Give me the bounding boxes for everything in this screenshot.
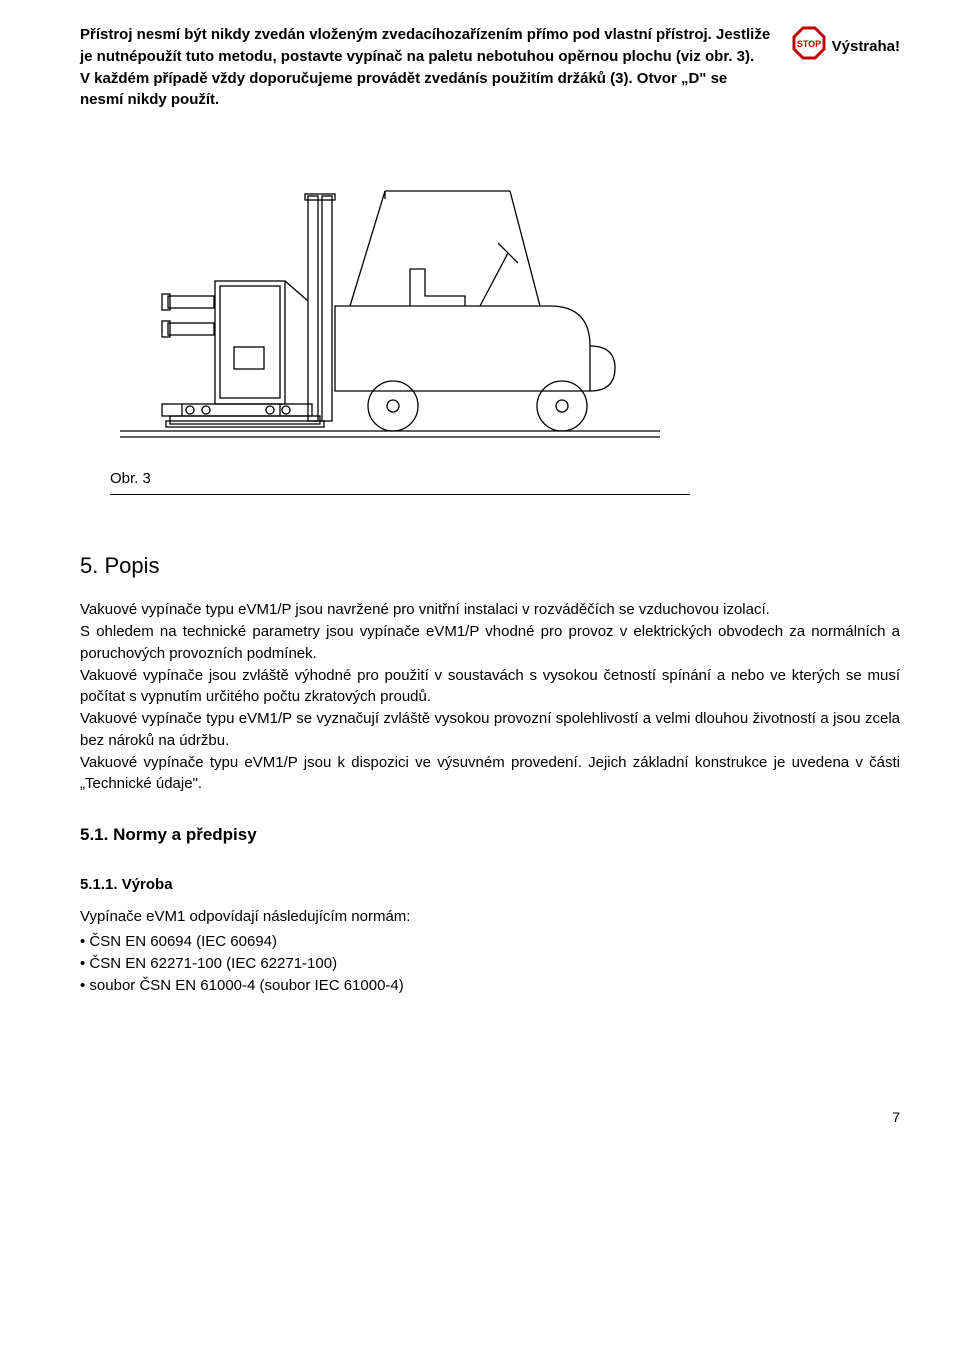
figure-3 xyxy=(110,161,900,458)
warning-block: Přístroj nesmí být nikdy zvedán vloženým… xyxy=(80,24,900,111)
norms-list: ČSN EN 60694 (IEC 60694) ČSN EN 62271-10… xyxy=(80,931,900,996)
page-number: 7 xyxy=(80,1107,900,1127)
warning-paragraph-1: Přístroj nesmí být nikdy zvedán vloženým… xyxy=(80,26,770,65)
stop-icon: STOP xyxy=(792,26,826,67)
figure-caption: Obr. 3 xyxy=(110,468,900,490)
figure-rule xyxy=(110,494,690,495)
section-5-p5: Vakuové vypínače typu eVM1/P jsou k disp… xyxy=(80,752,900,796)
list-item: ČSN EN 60694 (IEC 60694) xyxy=(80,931,900,953)
section-5-1-1-title: 5.1.1. Výroba xyxy=(80,874,900,896)
section-5-title: 5. Popis xyxy=(80,550,900,582)
list-item: soubor ČSN EN 61000-4 (soubor IEC 61000-… xyxy=(80,975,900,997)
warning-badge-label: Výstraha! xyxy=(832,36,900,58)
section-5-1-title: 5.1. Normy a předpisy xyxy=(80,823,900,848)
norms-intro: Vypínače eVM1 odpovídají následujícím no… xyxy=(80,906,900,928)
stop-icon-text: STOP xyxy=(796,39,820,49)
section-5-body: Vakuové vypínače typu eVM1/P jsou navrže… xyxy=(80,599,900,795)
list-item: ČSN EN 62271-100 (IEC 62271-100) xyxy=(80,953,900,975)
warning-text: Přístroj nesmí být nikdy zvedán vloženým… xyxy=(80,24,774,111)
warning-badge: STOP Výstraha! xyxy=(792,26,900,67)
section-5-p1: Vakuové vypínače typu eVM1/P jsou navrže… xyxy=(80,599,900,621)
section-5-p4: Vakuové vypínače typu eVM1/P se vyznačuj… xyxy=(80,708,900,752)
forklift-diagram xyxy=(110,161,670,451)
section-5-p2: S ohledem na technické parametry jsou vy… xyxy=(80,621,900,665)
warning-paragraph-2: V každém případě vždy doporučujeme prová… xyxy=(80,70,727,109)
section-5-p3: Vakuové vypínače jsou zvláště výhodné pr… xyxy=(80,665,900,709)
